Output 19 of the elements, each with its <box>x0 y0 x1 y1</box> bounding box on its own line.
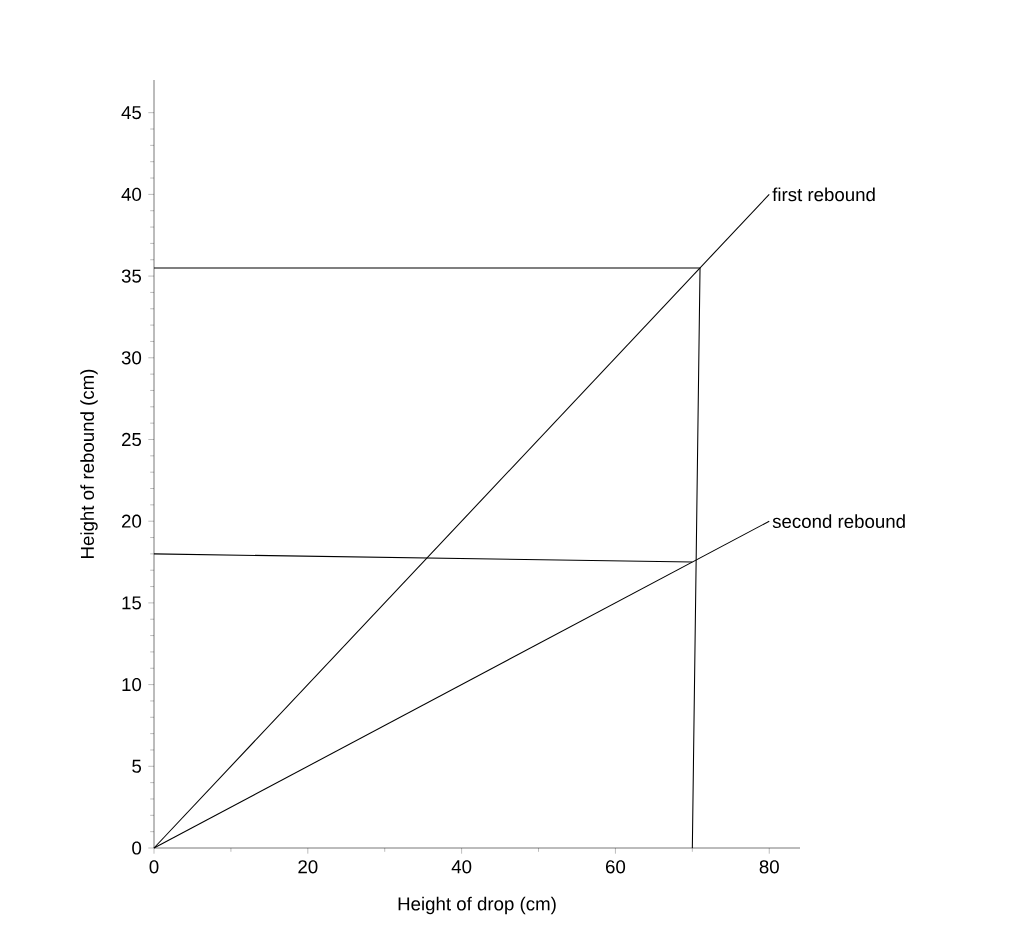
y-tick-label: 45 <box>121 106 142 120</box>
series-label: second rebound <box>772 514 905 529</box>
x-tick-label: 20 <box>298 860 318 874</box>
series-label: first rebound <box>772 187 875 202</box>
y-tick-label: 5 <box>132 759 142 773</box>
x-tick-label: 80 <box>759 860 779 874</box>
y-axis-title: Height of rebound (cm) <box>80 369 98 558</box>
y-tick-label: 35 <box>121 269 142 283</box>
y-tick-label: 15 <box>122 596 142 610</box>
y-tick-label: 0 <box>132 841 142 855</box>
y-tick-label: 30 <box>121 351 142 365</box>
x-tick-label: 40 <box>451 860 472 874</box>
x-axis-title: Height of drop (cm) <box>398 896 556 915</box>
y-tick-label: 40 <box>121 187 142 201</box>
x-tick-label: 60 <box>605 860 626 874</box>
y-tick-label: 10 <box>122 677 142 692</box>
y-tick-label: 25 <box>122 432 142 447</box>
x-tick-label: 0 <box>149 860 159 874</box>
y-tick-label: 20 <box>122 514 142 528</box>
